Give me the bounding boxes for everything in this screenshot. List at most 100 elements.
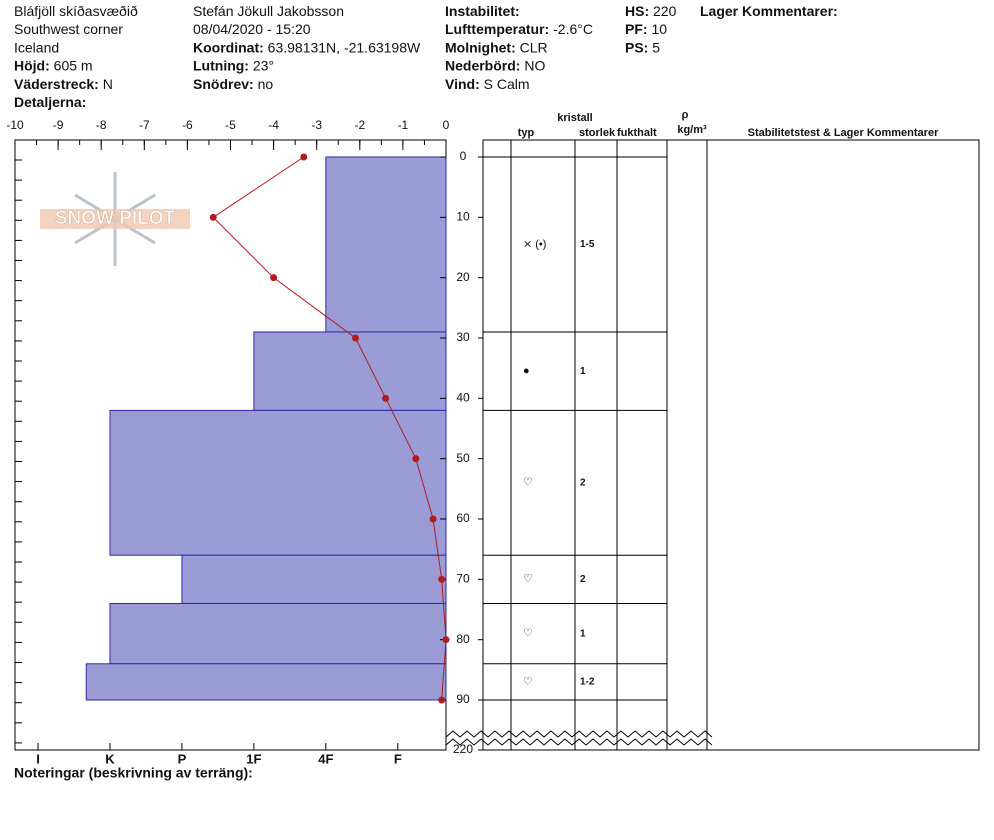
hardness-bar [109,409,447,556]
y-tick-label: 40 [456,391,470,405]
header-line: Nederbörd: NO [445,57,545,73]
header-label: Lufttemperatur: [445,21,549,37]
header-line: Lufttemperatur: -2.6°C [445,21,593,37]
header-value: Stefán Jökull Jakobsson [193,3,344,19]
header-label: Höjd: [14,57,50,73]
grain-type: ♡ [523,573,533,585]
header-label: PS: [625,39,648,55]
temperature-point [438,696,446,704]
logo-band [40,209,190,229]
temperature-point [300,153,308,161]
header-line: PF: 10 [625,21,667,37]
hardness-bar [181,554,447,604]
header-line: Koordinat: 63.98131N, -21.63198W [193,39,421,55]
x-tick-label: -1 [398,118,409,132]
x-tick-label: -7 [139,118,150,132]
hardness-bar [325,156,447,333]
header-value: NO [524,57,545,73]
axis-break [445,730,713,738]
temperature-point [438,575,446,583]
table-header: Stabilitetstest & Lager Kommentarer [748,127,939,139]
temperature-point [351,334,359,342]
header-value: Southwest corner [14,21,123,37]
grain-type: ♡ [523,477,533,489]
table-header: kg/m³ [677,124,707,136]
y-tick-label: 80 [456,632,470,646]
y-tick-label: 60 [456,511,470,525]
header-label: Nederbörd: [445,57,520,73]
hardness-label: 1F [246,751,261,766]
header-value: 23° [253,57,274,73]
header-line: 08/04/2020 - 15:20 [193,21,311,37]
header-value: no [258,76,274,92]
hardness-label: I [36,751,40,766]
x-tick-label: -10 [6,118,24,132]
header-value: 605 m [54,57,93,73]
hardness-label: 4F [318,751,333,766]
footer-note: Noteringar (beskrivning av terräng): [14,765,253,781]
header-line: Southwest corner [14,21,123,37]
hardness-bar [109,602,447,665]
x-tick-label: -6 [182,118,193,132]
temperature-line [212,156,447,701]
header-line: Stefán Jökull Jakobsson [193,3,344,19]
grain-size: 1 [580,628,586,639]
y-tick-label: 20 [456,270,470,284]
header-line: HS: 220 [625,3,677,19]
header-line: Väderstreck: N [14,76,113,92]
table-header: ρ [682,109,689,121]
x-tick-label: -9 [53,118,64,132]
logo: SNOW PILOT [55,208,176,229]
x-tick-label: -2 [354,118,365,132]
header-label: Snödrev: [193,76,254,92]
temperature-point [442,636,450,644]
header-value: S Calm [484,76,530,92]
header-value: Bláfjöll skíðasvæðið [14,3,138,19]
hardness-label: F [394,751,402,766]
header-value: Iceland [14,39,59,55]
header-label: Molnighet: [445,39,516,55]
header-line: Höjd: 605 m [14,57,93,73]
grain-size: 1 [580,366,586,377]
grain-size: 1-2 [580,677,595,688]
temperature-point [412,455,420,463]
hardness-bar [253,331,447,411]
header-label: Vind: [445,76,480,92]
header-value: N [103,76,113,92]
header-line: Vind: S Calm [445,76,530,92]
header-line: Snödrev: no [193,76,273,92]
header-line: Iceland [14,39,59,55]
temperature-point [270,274,278,282]
x-tick-label: -8 [96,118,107,132]
grain-type: ⨯ (•) [523,238,546,250]
grain-type: ♡ [523,628,533,640]
grain-size: 1-5 [580,239,595,250]
x-tick-label: -3 [311,118,322,132]
temperature-point [382,394,390,402]
header-label: Instabilitet: [445,3,520,19]
header-value: 08/04/2020 - 15:20 [193,21,311,37]
header-label: HS: [625,3,649,19]
y-tick-label: 50 [456,451,470,465]
header-line: PS: 5 [625,39,660,55]
axis-break [445,738,713,746]
header-value: 63.98131N, -21.63198W [268,39,421,55]
y-tick-label: 10 [456,210,470,224]
header-label: Lutning: [193,57,249,73]
hardness-label: K [105,751,115,766]
header-label: Lager Kommentarer: [700,3,838,19]
x-tick-label: -5 [225,118,236,132]
header-value: -2.6°C [553,21,593,37]
grain-type: ● [523,365,530,377]
header-label: Koordinat: [193,39,264,55]
grain-size: 2 [580,477,586,488]
temperature-point [429,515,437,523]
temperature-point [209,213,217,221]
header-value: CLR [520,39,548,55]
y-tick-label: 90 [456,692,470,706]
grain-size: 2 [580,574,586,585]
hardness-bar [85,663,447,701]
y-tick-label: 70 [456,572,470,586]
